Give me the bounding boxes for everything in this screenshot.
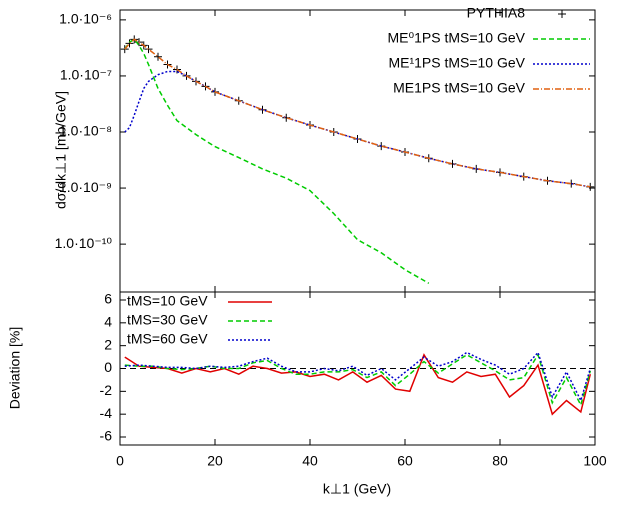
x-label: k⊥1 (GeV) <box>323 481 391 497</box>
series-line <box>124 352 592 408</box>
plus-marker <box>282 113 291 122</box>
series-line <box>124 351 592 403</box>
y-tick-label: 0 <box>104 359 112 375</box>
series-line <box>124 38 430 284</box>
y-tick-label: 1.0·10⁻⁸ <box>59 123 112 139</box>
plus-marker <box>144 45 153 54</box>
legend-label: ME1PS tMS=10 GeV <box>393 80 526 96</box>
legend-label: tMS=30 GeV <box>127 312 208 328</box>
y-tick-label: 1.0·10⁻⁹ <box>59 179 112 195</box>
y-tick-label: 1.0·10⁻⁷ <box>60 67 112 83</box>
plus-marker <box>120 45 129 54</box>
y-tick-label: 1.0·10⁻⁶ <box>59 11 112 27</box>
series-line <box>124 353 592 416</box>
plus-marker <box>125 39 134 48</box>
x-tick-label: 20 <box>207 453 223 469</box>
legend-marker <box>558 10 566 18</box>
y-tick-label: -2 <box>100 382 113 398</box>
legend-label: ME¹1PS tMS=10 GeV <box>388 55 525 71</box>
series-line <box>124 70 591 188</box>
top-y-label: dσ/dk⊥1 [mb/GeV] <box>53 91 69 209</box>
y-tick-label: -6 <box>100 428 113 444</box>
y-tick-label: 2 <box>104 336 112 352</box>
y-tick-label: -4 <box>100 405 113 421</box>
legend-label: tMS=60 GeV <box>127 331 208 347</box>
x-tick-label: 100 <box>583 453 607 469</box>
x-tick-label: 80 <box>492 453 508 469</box>
x-tick-label: 0 <box>116 453 124 469</box>
x-tick-label: 40 <box>302 453 318 469</box>
plus-marker <box>154 52 162 61</box>
y-tick-label: 1.0·10⁻¹⁰ <box>55 235 113 251</box>
x-tick-label: 60 <box>397 453 413 469</box>
legend-label: ME⁰1PS tMS=10 GeV <box>387 30 525 46</box>
y-tick-label: 4 <box>104 314 112 330</box>
top-frame <box>119 9 596 293</box>
legend-label: PYTHIA8 <box>467 5 526 21</box>
bottom-y-label: Deviation [%] <box>7 327 23 409</box>
y-tick-label: 6 <box>104 291 112 307</box>
legend-label: tMS=10 GeV <box>127 293 208 309</box>
